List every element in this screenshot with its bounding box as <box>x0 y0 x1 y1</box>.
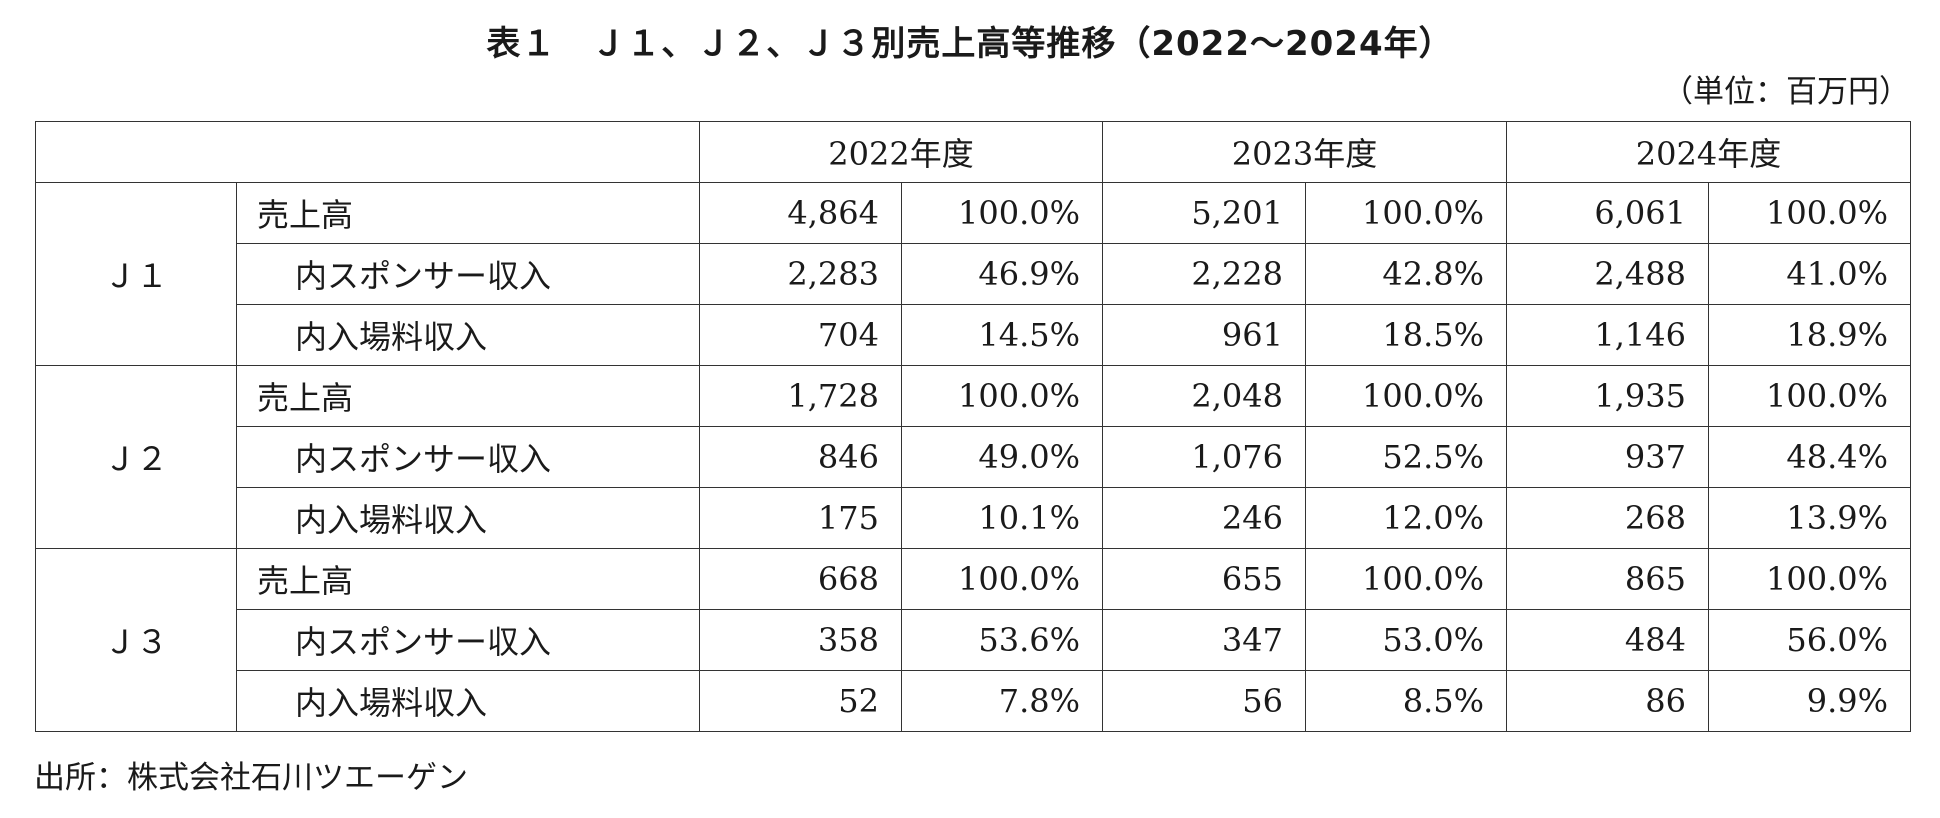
data-row: 内スポンサー収入 846 49.0% 1,076 52.5% 937 48.4% <box>36 426 1911 488</box>
value-cell: 846 <box>699 426 902 488</box>
year-header: 2023年度 <box>1102 121 1507 183</box>
value-cell: 42.8% <box>1305 243 1507 305</box>
unit: （単位：百万円） <box>1662 74 1910 110</box>
value-cell: 1,935 <box>1506 365 1709 427</box>
value-cell: 56 <box>1102 670 1306 732</box>
value-cell: 2,488 <box>1506 243 1709 305</box>
table: 2022年度 2023年度 2024年度 Ｊ１ 売上高 4,864 100.0% 5,201 1… <box>35 121 1911 732</box>
value-cell: 53.6% <box>901 609 1103 671</box>
value-cell: 12.0% <box>1305 487 1507 549</box>
title: 表１ Ｊ１、Ｊ２、Ｊ３別売上高等推移（2022～2024年） <box>486 24 1454 64</box>
data-row: Ｊ２ 売上高 1,728 100.0% 2,048 100.0% 1,935 100.0% <box>35 365 1911 549</box>
value-cell: 41.0% <box>1708 243 1911 305</box>
value-cell: 18.5% <box>1305 304 1507 366</box>
value-cell: 100.0% <box>1708 365 1911 427</box>
value-cell: 655 <box>1102 548 1306 610</box>
value-cell: 175 <box>699 487 902 549</box>
row-label: 内入場料収入 <box>236 487 700 549</box>
year-header: 2024年度 <box>1506 121 1911 183</box>
value-cell: 5,201 <box>1102 182 1306 244</box>
data-row: Ｊ３ 売上高 668 100.0% 655 100.0% 865 100.0% <box>35 548 1911 732</box>
group-label: Ｊ３ <box>35 548 237 732</box>
group-label: Ｊ２ <box>35 365 237 549</box>
value-cell: 86 <box>1506 670 1709 732</box>
row-label: 売上高 <box>236 548 700 610</box>
value-cell: 100.0% <box>901 548 1103 610</box>
value-cell: 100.0% <box>1305 182 1507 244</box>
row-label: 内スポンサー収入 <box>236 609 700 671</box>
value-cell: 100.0% <box>1305 365 1507 427</box>
value-cell: 704 <box>699 304 902 366</box>
row-label: 売上高 <box>236 365 700 427</box>
value-cell: 1,146 <box>1506 304 1709 366</box>
value-cell: 865 <box>1506 548 1709 610</box>
row-label: 売上高 <box>236 182 700 244</box>
value-cell: 49.0% <box>901 426 1103 488</box>
value-cell: 268 <box>1506 487 1709 549</box>
value-cell: 48.4% <box>1708 426 1911 488</box>
value-cell: 4,864 <box>699 182 902 244</box>
row-label: 内スポンサー収入 <box>236 243 700 305</box>
row-label: 内入場料収入 <box>236 304 700 366</box>
value-cell: 937 <box>1506 426 1709 488</box>
data-row: 内スポンサー収入 2,283 46.9% 2,228 42.8% 2,488 41.0% <box>36 243 1911 305</box>
corner-cell <box>35 121 700 183</box>
value-cell: 52.5% <box>1305 426 1507 488</box>
source: 出所：株式会社石川ツエーゲン <box>34 760 468 796</box>
data-row: Ｊ１ 売上高 4,864 100.0% 5,201 100.0% 6,061 100.0% <box>35 182 1911 366</box>
value-cell: 7.8% <box>901 670 1103 732</box>
group-label: Ｊ１ <box>35 182 237 366</box>
value-cell: 13.9% <box>1708 487 1911 549</box>
row-label: 内スポンサー収入 <box>236 426 700 488</box>
value-cell: 8.5% <box>1305 670 1507 732</box>
header-row: 2022年度 2023年度 2024年度 <box>35 121 1911 183</box>
value-cell: 100.0% <box>901 182 1103 244</box>
value-cell: 668 <box>699 548 902 610</box>
value-cell: 484 <box>1506 609 1709 671</box>
value-cell: 56.0% <box>1708 609 1911 671</box>
value-cell: 14.5% <box>901 304 1103 366</box>
value-cell: 100.0% <box>1708 548 1911 610</box>
value-cell: 6,061 <box>1506 182 1709 244</box>
value-cell: 46.9% <box>901 243 1103 305</box>
data-row: 内スポンサー収入 358 53.6% 347 53.0% 484 56.0% <box>36 609 1911 671</box>
value-cell: 1,076 <box>1102 426 1306 488</box>
value-cell: 9.9% <box>1708 670 1911 732</box>
value-cell: 347 <box>1102 609 1306 671</box>
data-row: 内入場料収入 175 10.1% 246 12.0% 268 13.9% <box>36 487 1911 549</box>
year-header: 2022年度 <box>699 121 1103 183</box>
value-cell: 18.9% <box>1708 304 1911 366</box>
data-row: 内入場料収入 52 7.8% 56 8.5% 86 9.9% <box>36 670 1911 732</box>
value-cell: 100.0% <box>1305 548 1507 610</box>
value-cell: 358 <box>699 609 902 671</box>
value-cell: 1,728 <box>699 365 902 427</box>
data-row: 内入場料収入 704 14.5% 961 18.5% 1,146 18.9% <box>36 304 1911 366</box>
value-cell: 53.0% <box>1305 609 1507 671</box>
value-cell: 100.0% <box>1708 182 1911 244</box>
value-cell: 10.1% <box>901 487 1103 549</box>
value-cell: 2,283 <box>699 243 902 305</box>
value-cell: 2,048 <box>1102 365 1306 427</box>
value-cell: 2,228 <box>1102 243 1306 305</box>
row-label: 内入場料収入 <box>236 670 700 732</box>
value-cell: 961 <box>1102 304 1306 366</box>
value-cell: 52 <box>699 670 902 732</box>
value-cell: 100.0% <box>901 365 1103 427</box>
value-cell: 246 <box>1102 487 1306 549</box>
